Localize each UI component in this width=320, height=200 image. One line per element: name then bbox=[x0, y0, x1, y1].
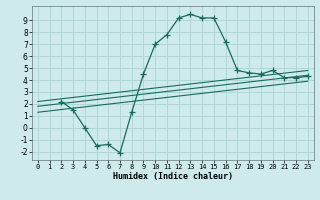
X-axis label: Humidex (Indice chaleur): Humidex (Indice chaleur) bbox=[113, 172, 233, 181]
